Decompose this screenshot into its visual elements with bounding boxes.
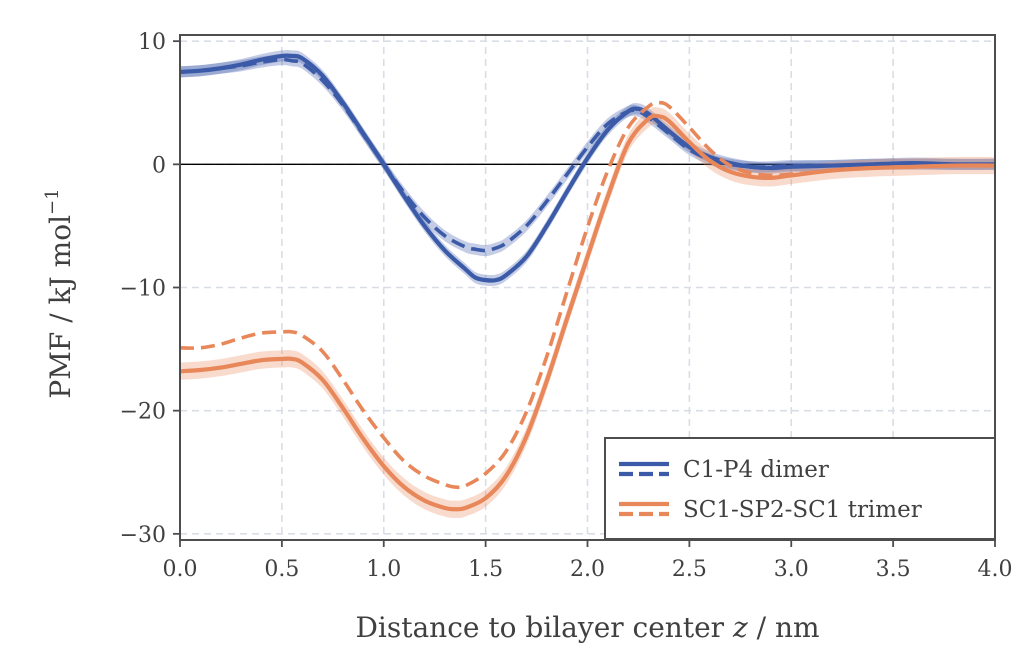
series-line-2: [179, 113, 996, 512]
x-tick-label: 0.5: [264, 557, 299, 582]
x-tick-label: 3.5: [876, 557, 911, 582]
y-tick-label: 0: [152, 153, 166, 178]
y-tick-label: 10: [138, 30, 166, 55]
x-tick-label: 1.0: [366, 557, 401, 582]
x-tick-label: 2.5: [672, 557, 707, 582]
x-axis-label: Distance to bilayer center z / nm: [355, 611, 819, 644]
axis-ticks: 0.0 0.5 1.0 1.5 2.0 2.5 3.0 3.5 4.0 10 0 −10 −20 −30: [120, 30, 1013, 582]
legend: C1-P4 dimer SC1-SP2-SC1 trimer: [604, 437, 996, 540]
series-band-0: [180, 50, 995, 287]
series-lines: [179, 53, 996, 512]
series-line-1: [179, 57, 995, 253]
x-axis-label-variable: z: [732, 611, 748, 644]
legend-label: SC1-SP2-SC1 trimer: [683, 497, 922, 523]
y-tick-label: −20: [120, 400, 166, 425]
y-tick-label: −30: [120, 523, 166, 548]
x-axis-label-prefix: Distance to bilayer center: [355, 611, 733, 644]
series-line-3: [179, 100, 996, 490]
legend-label: C1-P4 dimer: [683, 457, 829, 483]
legend-box: [604, 437, 996, 540]
y-axis-label: PMF / kJ mol−1: [42, 188, 77, 398]
x-tick-label: 1.5: [468, 557, 503, 582]
x-tick-label: 4.0: [978, 557, 1013, 582]
y-tick-label: −10: [120, 277, 166, 302]
uncertainty-bands: [180, 50, 995, 518]
x-tick-label: 0.0: [163, 557, 198, 582]
y-axis-label-exponent: −1: [42, 188, 63, 215]
x-axis-label-unit: / nm: [748, 611, 820, 644]
x-tick-label: 2.0: [570, 557, 605, 582]
x-tick-label: 3.0: [774, 557, 809, 582]
y-axis-label-main: PMF / kJ mol: [44, 215, 77, 399]
